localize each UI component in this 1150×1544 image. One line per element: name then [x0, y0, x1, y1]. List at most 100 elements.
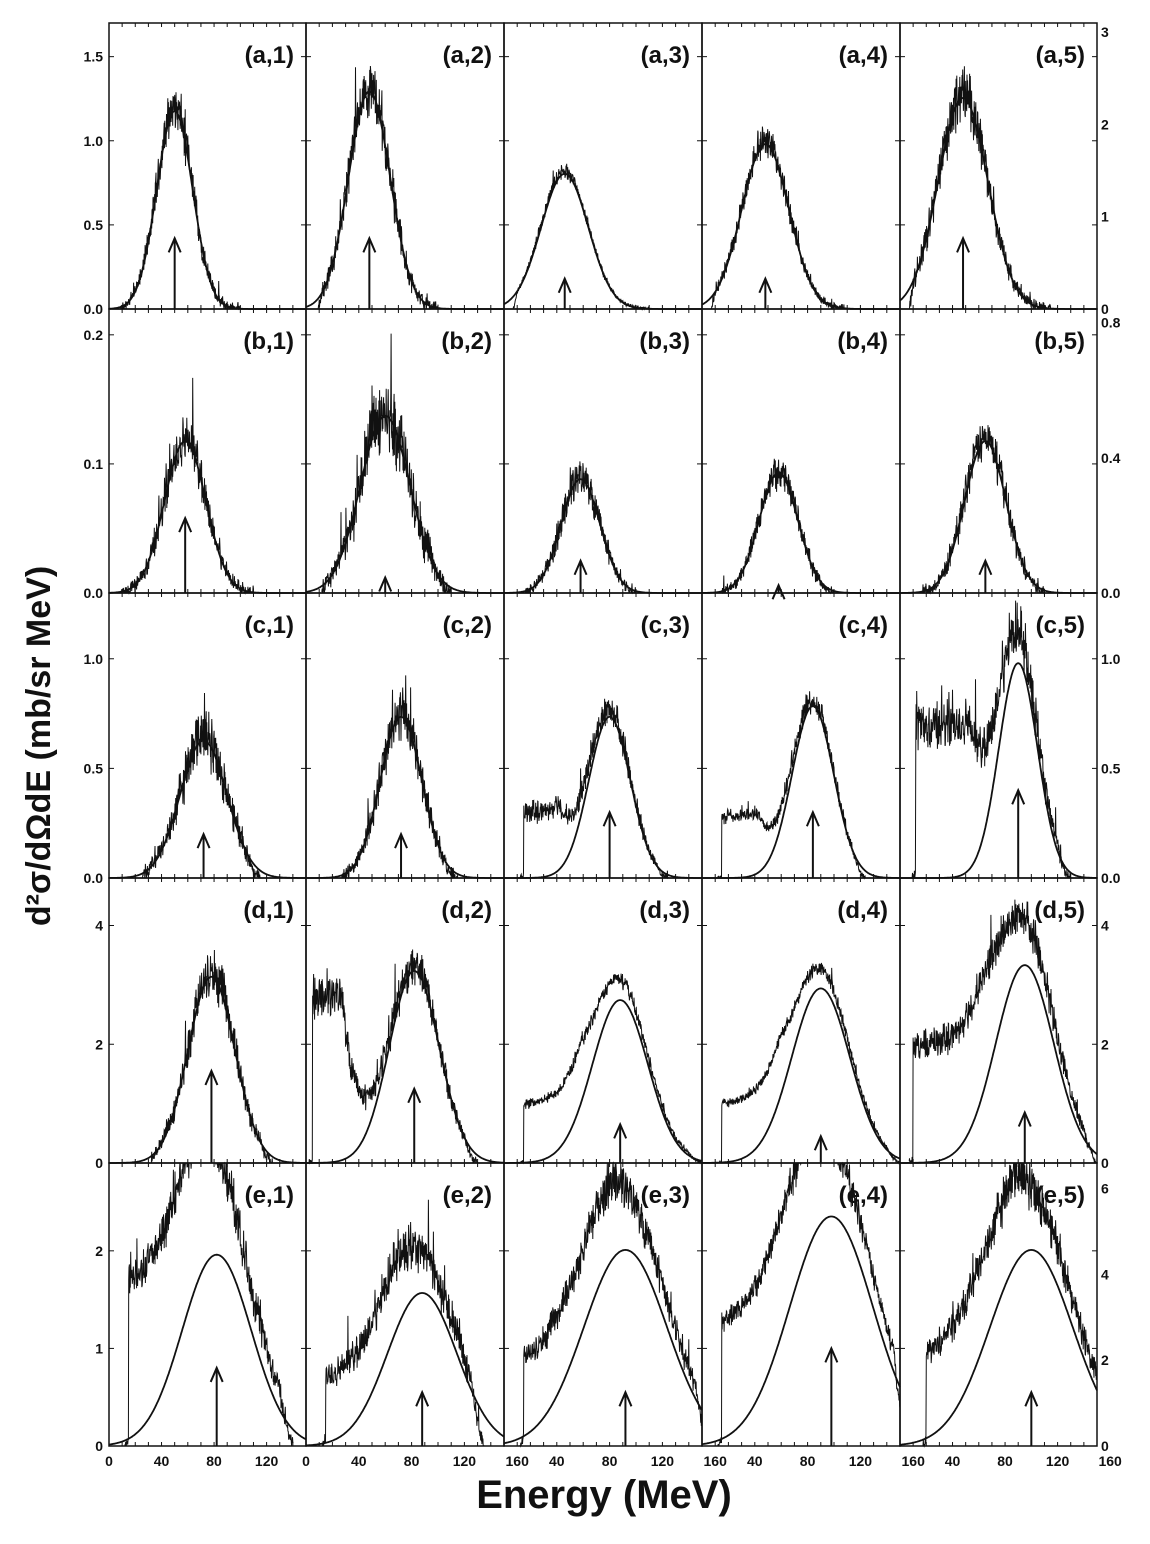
panel-group: (a,1) (a,2) (a,3) (a,4) (a,5) (b,1) (b,2) (b,3)…: [108, 22, 1098, 1448]
panel-d-3: (d,3): [503, 877, 703, 1165]
peak-arrow-head: [362, 235, 377, 253]
left-y-tick-label: 0.0: [84, 301, 104, 317]
x-tick-label: 40: [747, 1453, 763, 1469]
panel-d-5: (d,5): [899, 877, 1098, 1165]
calculation-curve: [305, 90, 504, 310]
experimental-data-trace: [909, 66, 1052, 310]
x-tick-label: 40: [945, 1453, 961, 1469]
panel-c-5: (c,5): [899, 592, 1098, 879]
right-y-tick-label: 2: [1101, 116, 1109, 132]
peak-arrow-head: [415, 1389, 430, 1407]
peak-arrow-head: [758, 276, 773, 294]
x-tick-label: 40: [549, 1453, 565, 1469]
experimental-data-trace: [717, 962, 901, 1165]
x-tick-label: 0: [105, 1453, 113, 1469]
left-y-tick-label: 0: [95, 1155, 103, 1171]
calculation-curve: [306, 716, 504, 879]
peak-arrow-head: [1011, 787, 1026, 805]
experimental-data-trace: [710, 126, 848, 310]
panel-label: (d,4): [837, 897, 888, 924]
right-y-tick-label: 0.8: [1101, 315, 1121, 331]
panel-label: (e,1): [245, 1182, 294, 1209]
peak-arrow-head: [813, 1133, 828, 1151]
peak-arrow-head: [771, 582, 786, 600]
right-y-tick-label: 0.4: [1101, 450, 1121, 466]
peak-arrow-head: [1017, 1109, 1032, 1127]
x-tick-label: 80: [602, 1453, 618, 1469]
panel-label: (c,1): [245, 612, 294, 639]
left-y-tick-label: 4: [95, 918, 103, 934]
calculation-curve: [109, 1253, 307, 1446]
calculation-curve: [702, 987, 901, 1164]
panel-label: (b,4): [837, 328, 888, 355]
peak-arrow-head: [805, 809, 820, 827]
right-y-tick-label: 0: [1101, 301, 1109, 317]
x-tick-label: 0: [302, 1453, 310, 1469]
panel-e-3: (e,3): [503, 1161, 703, 1448]
calculation-curve: [306, 1292, 505, 1447]
experimental-data-trace: [519, 973, 703, 1165]
left-y-tick-label: 0.5: [84, 760, 104, 776]
x-tick-label: 120: [453, 1453, 477, 1469]
peak-arrow-head: [613, 1121, 628, 1139]
panel-b-2: (b,2): [305, 308, 505, 594]
experimental-data-trace: [120, 377, 254, 595]
experimental-data-trace: [321, 1199, 485, 1447]
panel-label: (a,2): [443, 42, 492, 69]
panel-label: (b,5): [1034, 328, 1085, 355]
x-tick-label: 160: [1098, 1453, 1122, 1469]
calculation-curve: [900, 964, 1098, 1164]
panel-e-1: (e,1): [108, 1161, 307, 1447]
experimental-data-trace: [321, 333, 452, 594]
panel-label: (a,1): [245, 42, 294, 69]
calculation-curve: [503, 478, 702, 594]
panel-label: (b,1): [243, 328, 294, 355]
panel-d-1: (d,1): [108, 877, 307, 1164]
peak-arrow-head: [167, 235, 182, 253]
panel-label: (d,2): [441, 897, 492, 924]
peak-arrow-head: [824, 1345, 839, 1363]
right-y-tick-label: 3: [1101, 24, 1109, 40]
peak-arrow-head: [978, 558, 993, 576]
x-tick-label: 120: [651, 1453, 675, 1469]
calculation-curve: [306, 970, 504, 1164]
calculation-curve: [504, 999, 703, 1164]
experimental-data-trace: [317, 65, 439, 311]
calculation-curve: [504, 716, 702, 879]
panel-c-2: (c,2): [305, 592, 505, 880]
experimental-data-trace: [519, 698, 670, 880]
x-tick-label: 40: [351, 1453, 367, 1469]
panel-label: (d,1): [243, 897, 294, 924]
left-y-tick-label: 0.0: [84, 870, 104, 886]
experimental-data-trace: [911, 600, 1071, 879]
panel-label: (c,4): [839, 612, 888, 639]
experimental-data-trace: [141, 692, 261, 879]
calculation-curve: [109, 975, 306, 1164]
panel-c-1: (c,1): [108, 592, 307, 879]
panel-a-2: (a,2): [305, 22, 505, 311]
right-y-tick-label: 0.0: [1101, 870, 1121, 886]
y-axis-title: d²σ/dΩdE (mb/sr MeV): [20, 566, 58, 926]
calculation-curve: [503, 1248, 703, 1445]
experimental-data-trace: [721, 458, 835, 595]
peak-arrow-head: [204, 1068, 219, 1086]
calculation-curve: [701, 143, 900, 310]
x-tick-label: 80: [800, 1453, 816, 1469]
x-tick-label: 120: [255, 1453, 279, 1469]
panel-e-5: (e,5): [899, 1161, 1098, 1448]
peak-arrow-head: [573, 558, 588, 576]
experimental-data-trace: [921, 425, 1045, 595]
peak-arrow-head: [618, 1389, 633, 1407]
experimental-data-trace: [922, 1161, 1098, 1448]
left-y-tick-label: 2: [95, 1036, 103, 1052]
experimental-data-trace: [150, 949, 274, 1164]
panel-a-4: (a,4): [701, 22, 901, 310]
right-y-tick-label: 0: [1101, 1438, 1109, 1454]
experimental-data-trace: [512, 163, 650, 311]
experimental-data-trace: [523, 461, 637, 595]
peak-arrow-head: [178, 515, 193, 533]
peak-arrow-head: [209, 1365, 224, 1383]
panel-label: (b,2): [441, 328, 492, 355]
right-y-tick-label: 1: [1101, 209, 1109, 225]
